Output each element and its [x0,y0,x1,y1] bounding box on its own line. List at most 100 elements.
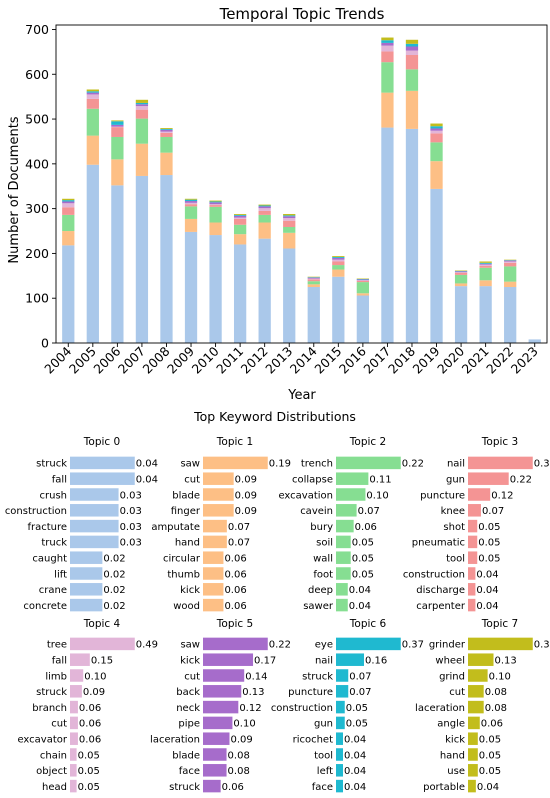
bar-segment [209,202,221,204]
keyword-value-label: 0.09 [230,735,252,746]
keyword-value-label: 0.04 [344,750,366,761]
bar-segment [136,100,148,103]
keyword-bar [203,701,238,714]
trend-chart: 0100200300400500600700200420052006200720… [25,22,547,377]
panel-title: Topic 5 [216,618,253,630]
keyword-bar [203,472,234,485]
x-tick-label: 2022 [483,344,516,377]
bar-segment [62,201,74,203]
keyword-label: chain [40,750,67,761]
bar-segment [504,261,516,262]
keyword-bar [70,583,102,596]
bar-segment [259,239,271,343]
keyword-label: pneumatic [412,538,465,549]
keyword-value-label: 0.22 [510,475,532,486]
bar-segment [259,211,271,215]
x-tick-label: 2017 [360,344,393,377]
keyword-label: carpenter [416,601,466,612]
bar-segment [160,130,172,132]
bar-segment [479,263,491,264]
bar-segment [381,51,393,62]
keyword-label: discharge [416,585,465,596]
y-tick-label: 500 [25,112,49,127]
keyword-bar [70,732,78,745]
keyword-label: struck [302,671,333,682]
keyword-label: deep [308,585,333,596]
bar-segment [332,265,344,269]
keyword-value-label: 0.13 [242,687,264,698]
keyword-label: fall [52,475,67,486]
x-tick-label: 2015 [311,344,344,377]
bar-segment [479,265,491,266]
keyword-label: saw [180,640,200,651]
keyword-value-label: 0.37 [402,640,424,651]
bar-segment [357,293,369,295]
keyword-label: construction [271,703,333,714]
keyword-bar [70,764,77,777]
bar-segment [111,125,123,127]
keyword-value-label: 0.05 [479,766,501,777]
keyword-value-label: 0.04 [136,475,158,486]
keyword-label: crush [40,490,68,501]
keyword-value-label: 0.05 [478,522,500,533]
bar-segment [430,133,442,142]
bar-segment [87,94,99,98]
bar-segment [160,153,172,175]
bar-segment [209,204,221,205]
keyword-label: tool [446,554,465,565]
keyword-value-label: 0.04 [344,735,366,746]
bar-segment [357,296,369,343]
bar-segment [504,263,516,267]
keyword-label: ricochet [293,735,333,746]
bar-segment [111,121,123,125]
keyword-value-label: 0.09 [235,475,257,486]
keyword-bar [203,780,221,793]
keyword-value-label: 0.06 [79,735,101,746]
bar-segment [185,199,197,200]
bar-segment [308,287,320,343]
bar-segment [185,203,197,204]
keyword-value-label: 0.06 [224,601,246,612]
keyword-bar [203,732,229,745]
keyword-label: use [447,766,465,777]
keyword-label: blade [172,750,200,761]
keyword-bar [70,472,135,485]
keyword-label: nail [315,656,333,667]
keyword-bar [336,504,357,517]
keyword-bar [70,685,82,698]
bar-segment [136,104,148,106]
keyword-bar [70,599,102,612]
keyword-value-label: 0.06 [224,554,246,565]
panel-title: Topic 2 [349,436,386,448]
keyword-label: hand [175,538,200,549]
keyword-label: excavation [278,490,333,501]
keyword-label: portable [423,782,465,793]
keyword-label: soil [316,538,333,549]
bar-segment [504,282,516,287]
keyword-bar [468,488,490,501]
keyword-bar [336,653,364,666]
keyword-value-label: 0.08 [228,750,250,761]
bar-segment [455,271,467,272]
keyword-bar [70,488,119,501]
keyword-label: circular [163,554,201,565]
x-tick-label: 2018 [385,343,418,376]
keyword-value-label: 0.02 [103,554,125,565]
keyword-label: bury [310,522,333,533]
panel-title: Topic 0 [83,436,120,448]
keyword-value-label: 0.05 [78,750,100,761]
keyword-label: grinder [429,640,466,651]
keyword-label: excavator [17,735,67,746]
bar-segment [209,201,221,202]
bar-segment [283,214,295,215]
bar-segment [160,133,172,137]
keyword-label: crane [39,585,67,596]
bar-segment [430,189,442,343]
keyword-value-label: 0.07 [349,687,371,698]
bar-segment [504,287,516,343]
bar-segment [479,264,491,265]
keyword-value-label: 0.15 [91,656,113,667]
bar-segment [455,275,467,284]
keyword-bar [203,504,234,517]
keyword-label: face [312,782,333,793]
